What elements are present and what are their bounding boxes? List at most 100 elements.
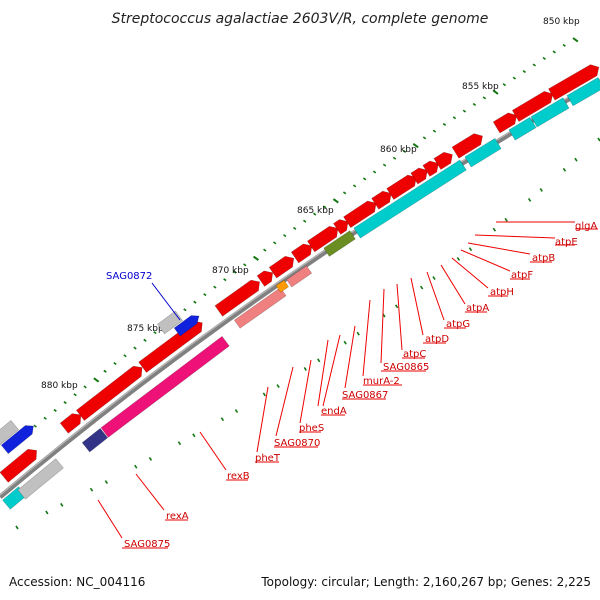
leader-line: [344, 325, 356, 389]
scale-tick: [263, 248, 267, 252]
cds-block: [410, 167, 428, 185]
gene-label-rexB: rexB: [227, 471, 250, 482]
scale-tick: [468, 247, 473, 252]
scale-tick: [243, 263, 247, 267]
scale-tick: [492, 89, 499, 95]
scale-tick: [213, 285, 217, 289]
cds-block: [268, 255, 295, 279]
scale-tick: [45, 510, 49, 515]
scale-tick: [352, 184, 357, 188]
cds-block: [343, 200, 377, 229]
scale-tick: [432, 129, 437, 133]
gene-label-pheT: pheT: [255, 453, 281, 464]
gene-label-murA-2: murA-2: [363, 376, 400, 387]
scale-tick: [317, 358, 321, 363]
gene-label-SAG0867: SAG0867: [342, 390, 388, 401]
leader-line: [275, 366, 294, 437]
cds-block: [59, 413, 82, 434]
scale-labels: 850 kbp 855 kbp 860 kbp 865 kbp 870 kbp …: [41, 17, 580, 391]
scale-tick: [562, 43, 566, 47]
scale-tick: [89, 487, 94, 492]
leader-line: [467, 242, 531, 255]
topology-text: Topology: circular; Length: 2,160,267 bp…: [260, 575, 591, 589]
map-title: Streptococcus agalactiae 2603V/R, comple…: [112, 11, 489, 27]
scale-tick: [412, 142, 419, 149]
scale-tick: [342, 191, 347, 195]
gene-label-atpC: atpC: [403, 349, 426, 360]
leader-line: [97, 499, 123, 539]
cyan-block: [464, 137, 502, 168]
gene-label-SAG0865: SAG0865: [383, 362, 429, 373]
scale-tick: [402, 149, 407, 153]
scale-tick: [153, 331, 157, 335]
leader-line: [460, 249, 511, 272]
scale-tick: [220, 417, 225, 422]
scale-label-860: 860 kbp: [380, 145, 417, 155]
gene-label-SAG0875: SAG0875: [124, 539, 170, 550]
scale-tick: [512, 76, 517, 80]
scale-tick: [372, 170, 377, 174]
scale-tick: [382, 163, 387, 167]
scale-tick: [148, 456, 153, 461]
scale-tick: [482, 96, 487, 100]
cds-block: [333, 219, 349, 235]
cds-block: [0, 448, 37, 483]
gene-label-atpB: atpB: [532, 253, 555, 264]
cds-block: [306, 225, 339, 253]
leader-line: [317, 339, 329, 407]
scale-label-870: 870 kbp: [212, 266, 249, 276]
scale-tick: [283, 234, 287, 238]
scale-tick: [343, 340, 347, 345]
scale-tick: [33, 424, 37, 428]
cds-block: [256, 270, 274, 287]
gene-label-rexA: rexA: [166, 511, 189, 522]
cds-block: [422, 160, 439, 177]
cds-block: [371, 190, 392, 210]
scale-tick: [53, 408, 57, 412]
scale-tick: [60, 502, 64, 507]
scale-tick: [532, 63, 536, 67]
gene-label-atpD: atpD: [425, 334, 449, 345]
scale-tick: [442, 122, 447, 126]
scale-label-850: 850 kbp: [543, 17, 580, 27]
leader-line: [256, 386, 269, 453]
scale-tick: [143, 338, 147, 342]
scale-tick: [273, 241, 277, 245]
gene-label-glgA: glgA: [575, 221, 597, 232]
scale-tick: [362, 177, 367, 181]
scale-tick: [303, 367, 307, 371]
scale-tick: [233, 270, 237, 274]
leader-line: [362, 299, 371, 377]
cds-block: [433, 151, 453, 170]
gene-label-atpE: atpE: [555, 237, 578, 248]
gene-label-atpF: atpF: [511, 270, 533, 281]
scale-tick: [462, 109, 467, 113]
scale-tick: [502, 83, 507, 87]
scale-tick: [113, 362, 117, 366]
genome-backbone: [0, 78, 600, 499]
scale-tick: [63, 401, 67, 405]
leader-line: [396, 283, 403, 351]
scale-tick: [332, 198, 339, 204]
leader-line: [410, 277, 424, 336]
scale-tick: [223, 278, 227, 282]
blue-block: [0, 425, 34, 455]
gene-label-atpA: atpA: [466, 303, 489, 314]
scale-tick: [322, 205, 327, 209]
scale-tick: [73, 393, 77, 397]
scale-tick: [83, 385, 87, 389]
gray-block: [0, 420, 20, 446]
gene-label-endA: endA: [321, 406, 347, 417]
cyan-block: [530, 97, 570, 128]
scale-label-865: 865 kbp: [297, 206, 334, 216]
leader-line: [199, 431, 227, 471]
leader-line: [426, 271, 445, 321]
scale-tick: [93, 377, 100, 383]
scale-tick: [134, 464, 138, 469]
gray-block: [17, 458, 64, 500]
scale-tick: [542, 56, 546, 60]
gene-label-atpG: atpG: [446, 319, 470, 330]
leader-line: [322, 334, 341, 407]
gene-labels: glgA atpE atpB atpF atpH atpA atpG atpD …: [106, 221, 597, 550]
